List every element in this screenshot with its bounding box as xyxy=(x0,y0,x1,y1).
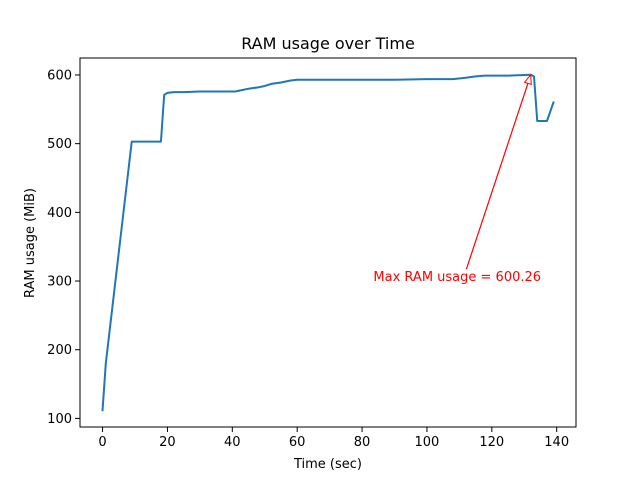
y-tick-label: 100 xyxy=(47,412,72,427)
plot-background xyxy=(80,58,576,427)
x-tick-label: 140 xyxy=(544,435,569,450)
y-tick-label: 600 xyxy=(47,68,72,83)
annotation-arrow-0 xyxy=(465,83,529,270)
y-tick-label: 400 xyxy=(47,206,72,221)
x-tick-label: 40 xyxy=(224,435,241,450)
y-tick-label: 200 xyxy=(47,343,72,358)
chart-title: RAM usage over Time xyxy=(241,34,415,53)
x-tick-label: 60 xyxy=(289,435,306,450)
x-tick-label: 20 xyxy=(159,435,176,450)
x-tick-label: 100 xyxy=(415,435,440,450)
y-axis-label: RAM usage (MiB) xyxy=(23,188,38,298)
annotation-arrowhead-0 xyxy=(523,73,532,86)
axes: 0 20 40 60 80 100 120 140 100 200 300 400 500 600 xyxy=(47,57,577,450)
series-line-0 xyxy=(101,73,555,412)
x-tick-label: 120 xyxy=(479,435,504,450)
plot-area: Max RAM usage = 600.26 xyxy=(80,58,576,427)
x-tick-label: 0 xyxy=(98,435,106,450)
y-tick-label: 300 xyxy=(47,275,72,290)
x-tick-label: 80 xyxy=(354,435,371,450)
annotation-label-0: Max RAM usage = 600.26 xyxy=(373,270,541,285)
y-tick-label: 500 xyxy=(47,137,72,152)
plot-frame xyxy=(79,57,577,428)
x-axis-label: Time (sec) xyxy=(293,457,362,472)
